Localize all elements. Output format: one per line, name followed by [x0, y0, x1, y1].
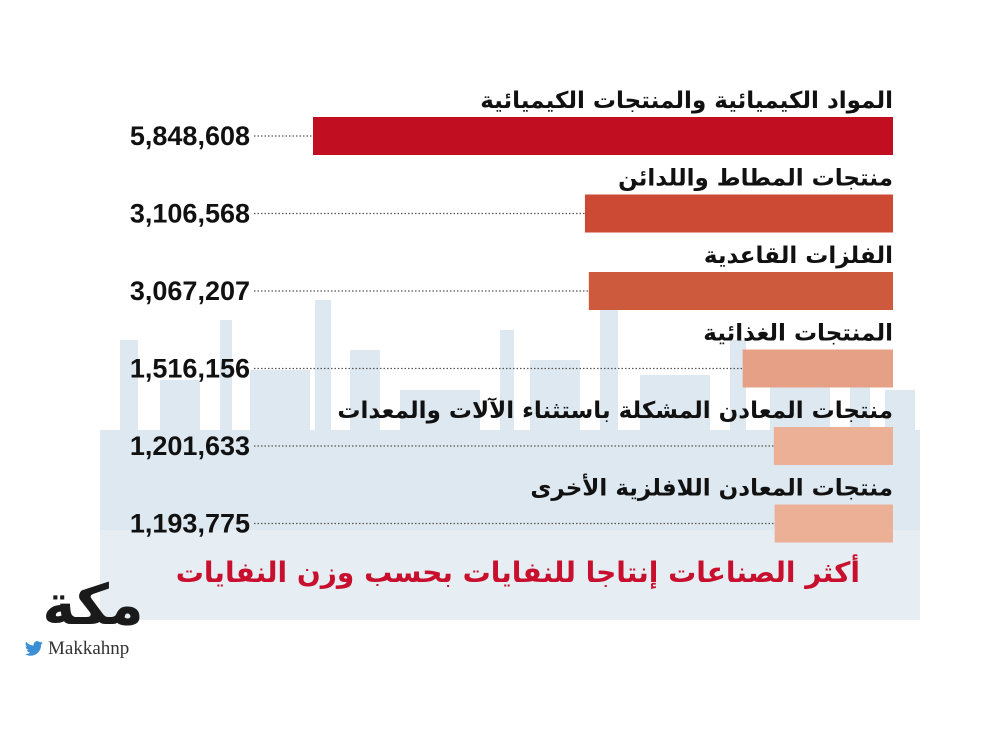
value-label: 3,106,568 — [130, 199, 250, 229]
bar — [588, 272, 893, 310]
bar — [742, 349, 893, 388]
bar-chart: المواد الكيميائية والمنتجات الكيميائية 5,… — [130, 88, 893, 543]
category-label: منتجات المطاط واللدائن — [618, 166, 893, 192]
twitter-icon — [24, 641, 43, 656]
category-label: منتجات المعادن المشكلة باستثناء الآلات و… — [337, 397, 893, 424]
value-label: 1,201,633 — [130, 431, 250, 461]
bar — [773, 427, 893, 465]
category-label: المواد الكيميائية والمنتجات الكيميائية — [480, 88, 893, 114]
value-label: 3,067,207 — [130, 276, 250, 306]
value-label: 1,516,156 — [130, 354, 250, 384]
bar — [584, 194, 893, 233]
category-label: منتجات المعادن اللافلزية الأخرى — [530, 473, 893, 502]
value-label: 1,193,775 — [130, 509, 250, 539]
logo-mark: مكة — [42, 573, 144, 638]
twitter-handle: Makkahnp — [24, 637, 184, 661]
category-label: الفلزات القاعدية — [704, 243, 893, 269]
handle-text: Makkahnp — [48, 638, 130, 659]
category-label: المنتجات الغذائية — [703, 321, 893, 347]
bar — [313, 117, 893, 155]
makkah-logo: مكة Makkahnp — [18, 575, 168, 665]
value-label: 5,848,608 — [130, 121, 250, 151]
bar — [774, 504, 893, 543]
chart-title: أكثر الصناعات إنتاجا للنفايات بحسب وزن ا… — [175, 556, 860, 589]
